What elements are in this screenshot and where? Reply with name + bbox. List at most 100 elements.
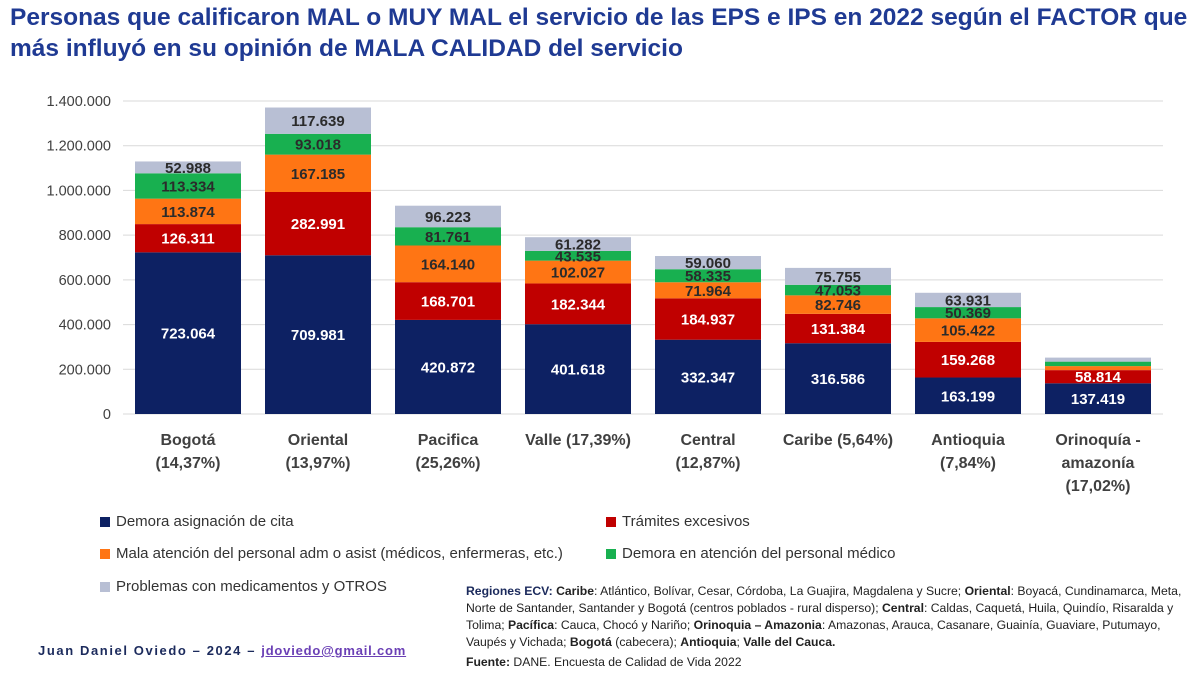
x-tick-label: (25,26%) xyxy=(416,455,481,472)
x-tick-label: Caribe (5,64%) xyxy=(783,432,893,449)
bar-segment xyxy=(915,307,1021,319)
bar-segment xyxy=(265,191,371,256)
data-label: 81.761 xyxy=(425,229,471,246)
data-label: 159.268 xyxy=(941,352,995,369)
x-tick-label: Valle (17,39%) xyxy=(525,432,631,449)
bar-segment xyxy=(525,237,631,251)
x-tick-label: (14,37%) xyxy=(156,455,221,472)
data-label: 113.874 xyxy=(161,204,215,221)
y-tick-label: 600.000 xyxy=(59,273,111,289)
legend-swatch xyxy=(100,516,110,527)
region-name: Bogotá xyxy=(569,635,612,649)
regions-note: Regiones ECV: Caribe: Atlántico, Bolívar… xyxy=(466,583,1194,651)
chart-title: Personas que calificaron MAL o MUY MAL e… xyxy=(10,4,1188,62)
bar-segment xyxy=(135,161,241,174)
bar-segment xyxy=(135,224,241,253)
data-label: 332.347 xyxy=(681,369,735,386)
data-label: 61.282 xyxy=(555,237,601,254)
bar-segment xyxy=(395,227,501,246)
data-label: 723.064 xyxy=(161,326,216,343)
bar-segment xyxy=(655,269,761,283)
x-tick-label: (17,02%) xyxy=(1066,478,1131,495)
data-label: 131.384 xyxy=(811,321,866,338)
data-label: 105.422 xyxy=(941,323,995,340)
data-label: 75.755 xyxy=(815,269,861,286)
y-tick-label: 800.000 xyxy=(59,228,111,244)
bar-segment xyxy=(915,341,1021,378)
data-label: 93.018 xyxy=(295,137,341,154)
bar-segment xyxy=(785,284,891,296)
data-label: 63.931 xyxy=(945,292,991,309)
region-departments: : Amazonas, Arauca, Casanare, Guainía, G… xyxy=(466,618,1161,649)
x-tick-label: Pacifica xyxy=(418,432,479,449)
bar-segment xyxy=(135,173,241,199)
region-name: Central xyxy=(881,601,924,615)
bar-segment xyxy=(655,339,761,414)
legend-label: Demora asignación de cita xyxy=(116,513,294,530)
legend-label: Mala atención del personal adm o asist (… xyxy=(116,545,563,562)
region-departments: : Boyacá, Cundinamarca, Meta, Norte de S… xyxy=(466,584,1182,615)
bar-segment xyxy=(785,343,891,414)
author-name: Juan Daniel Oviedo – 2024 – xyxy=(38,643,257,658)
region-departments: (cabecera); xyxy=(611,635,681,649)
data-label: 58.335 xyxy=(685,268,731,285)
bar-segment xyxy=(1045,366,1151,371)
region-name: Valle del Cauca. xyxy=(743,635,836,649)
bar-segment xyxy=(785,267,891,285)
legend-item: Demora asignación de cita xyxy=(100,513,294,530)
legend-swatch xyxy=(606,548,616,559)
bar-segment xyxy=(525,324,631,414)
author-credit: Juan Daniel Oviedo – 2024 – jdoviedo@gma… xyxy=(38,643,406,658)
source-note: Fuente: DANE. Encuesta de Calidad de Vid… xyxy=(466,655,742,669)
y-tick-label: 200.000 xyxy=(59,362,111,378)
y-tick-label: 0 xyxy=(103,407,111,423)
bar-segment xyxy=(785,295,891,314)
bar-segment xyxy=(655,282,761,299)
regions-note-lead: Regiones ECV: xyxy=(466,584,553,598)
legend-item: Problemas con medicamentos y OTROS xyxy=(100,578,387,595)
data-label: 316.586 xyxy=(811,371,865,388)
region-name: Caribe xyxy=(556,584,595,598)
x-tick-label: (7,84%) xyxy=(940,455,996,472)
x-tick-label: Orinoquía - xyxy=(1055,432,1140,449)
region-name: Oriental xyxy=(964,584,1011,598)
data-label: 58.814 xyxy=(1075,369,1122,386)
bar-segment xyxy=(525,250,631,261)
y-tick-label: 1.400.000 xyxy=(46,94,111,110)
region-departments: : Atlántico, Bolívar, Cesar, Córdoba, La… xyxy=(594,584,965,598)
bar-segment xyxy=(525,260,631,284)
bar-segment xyxy=(395,245,501,283)
data-label: 82.746 xyxy=(815,297,861,314)
data-label: 401.618 xyxy=(551,362,605,379)
x-tick-label: Oriental xyxy=(288,432,348,449)
data-label: 184.937 xyxy=(681,312,735,329)
data-label: 164.140 xyxy=(421,256,475,273)
region-name: Antioquia xyxy=(680,635,737,649)
legend-swatch xyxy=(606,516,616,527)
legend-swatch xyxy=(100,548,110,559)
bar-segment xyxy=(785,313,891,344)
bar-segment xyxy=(1045,361,1151,367)
bar-segment xyxy=(915,292,1021,308)
data-label: 50.369 xyxy=(945,305,991,322)
legend-label: Demora en atención del personal médico xyxy=(622,545,896,562)
legend-item: Demora en atención del personal médico xyxy=(606,545,896,562)
x-tick-label: (12,87%) xyxy=(676,455,741,472)
bar-segment xyxy=(655,298,761,340)
legend-item: Mala atención del personal adm o asist (… xyxy=(100,545,563,562)
data-label: 709.981 xyxy=(291,327,345,344)
data-label: 96.223 xyxy=(425,209,471,226)
x-tick-label: Antioquia xyxy=(931,432,1005,449)
bar-segment xyxy=(265,154,371,192)
data-label: 167.185 xyxy=(291,166,345,183)
legend-label: Problemas con medicamentos y OTROS xyxy=(116,578,387,595)
y-tick-label: 1.200.000 xyxy=(46,139,111,155)
source-text: DANE. Encuesta de Calidad de Vida 2022 xyxy=(510,655,742,669)
author-email-link[interactable]: jdoviedo@gmail.com xyxy=(261,643,407,658)
legend-item: Trámites excesivos xyxy=(606,513,750,530)
bar-segment xyxy=(265,255,371,414)
data-label: 282.991 xyxy=(291,216,345,233)
region-name: Orinoquia – Amazonia xyxy=(693,618,822,632)
data-label: 126.311 xyxy=(161,231,214,248)
